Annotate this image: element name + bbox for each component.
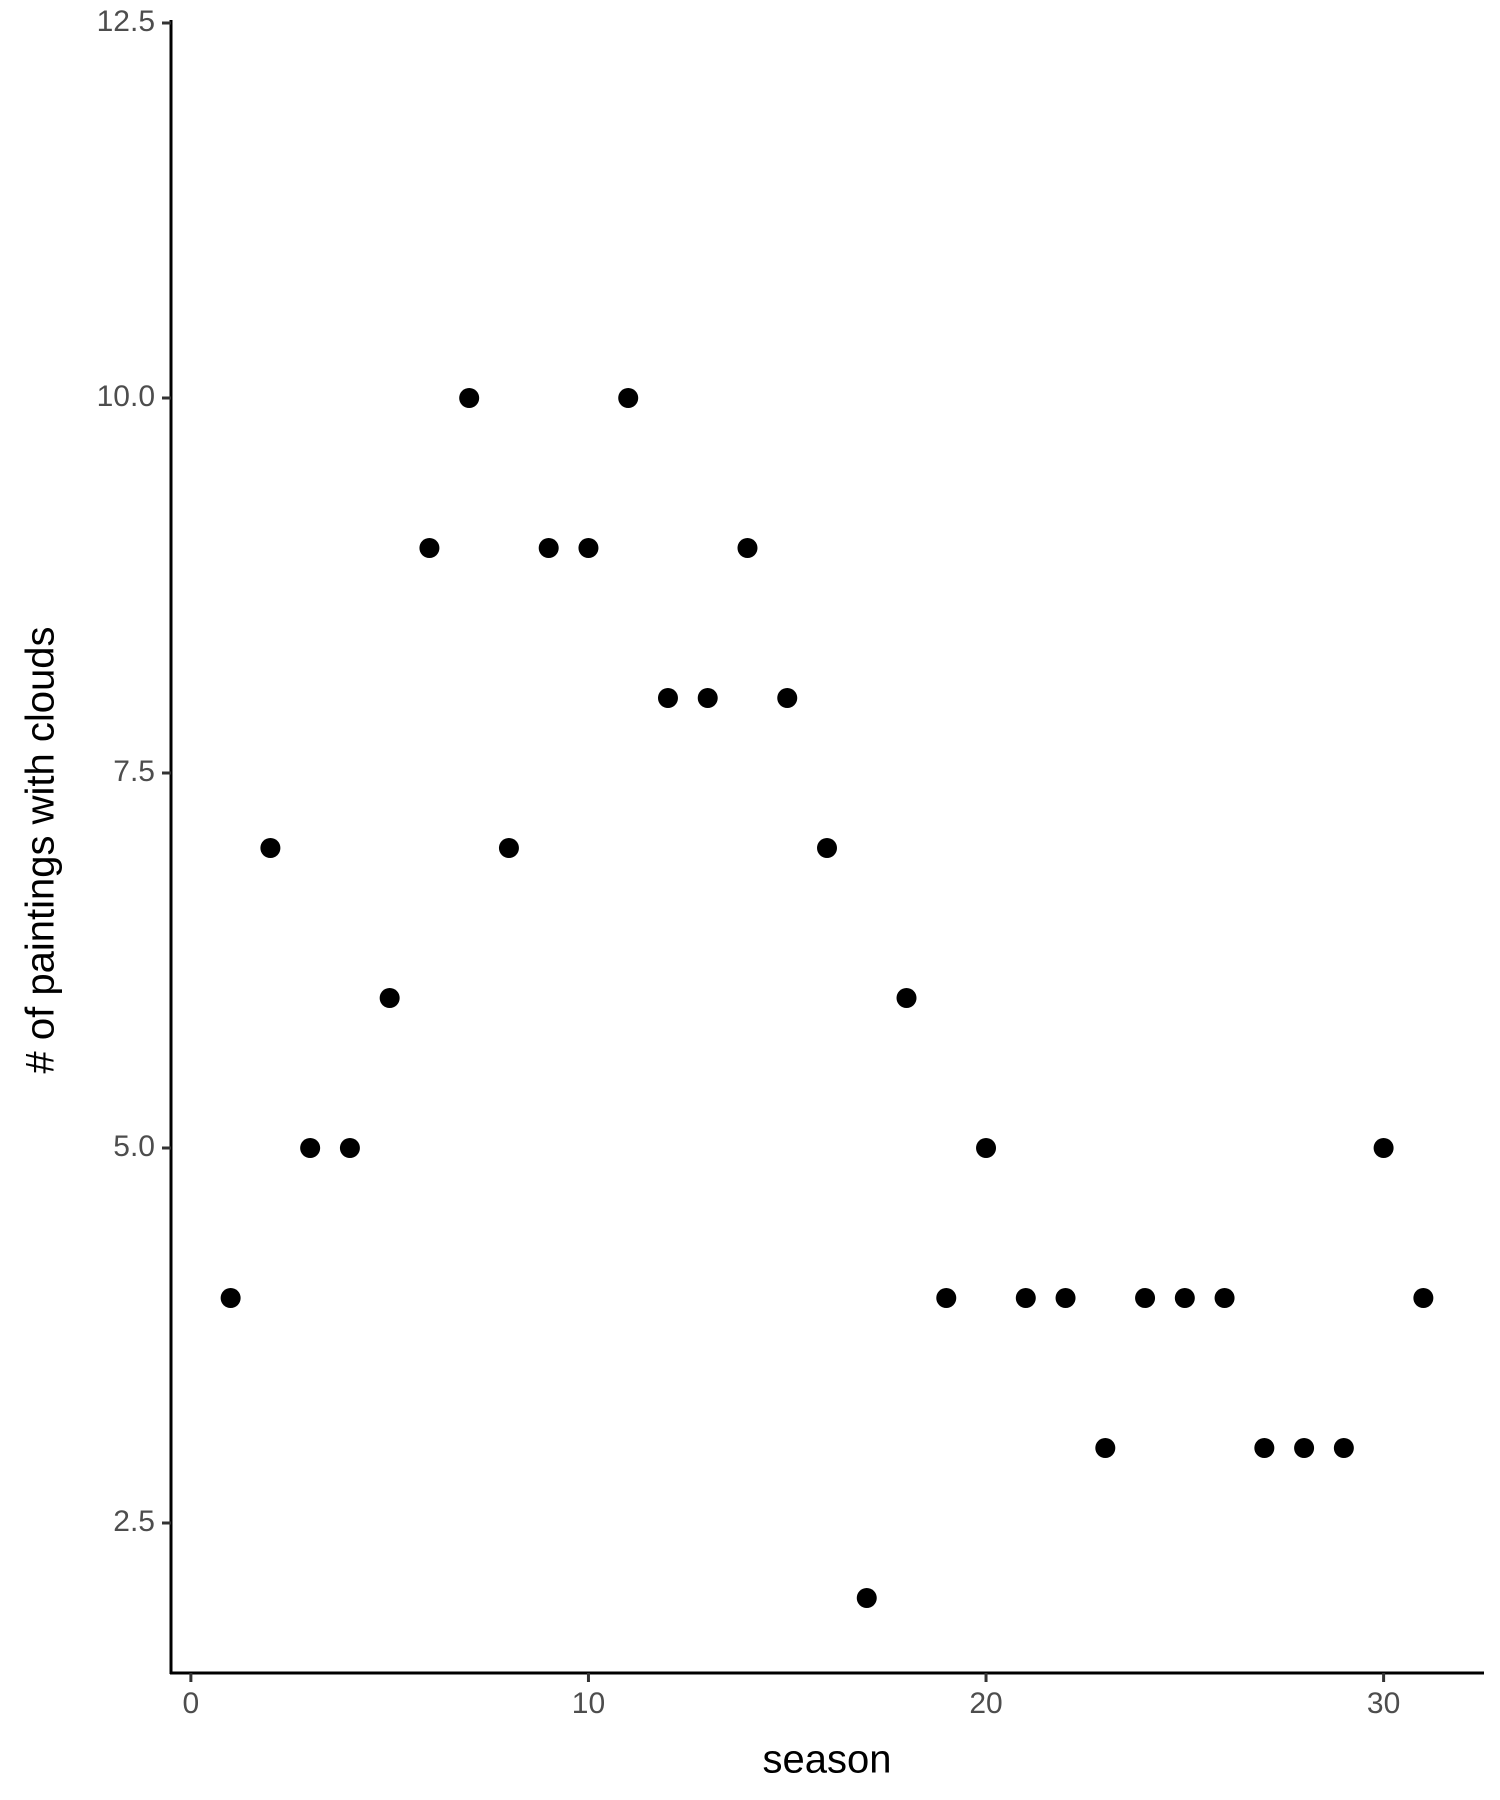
- point: [419, 538, 440, 558]
- x-tick-label: 0: [183, 1687, 200, 1720]
- point: [1095, 1438, 1116, 1458]
- point: [300, 1138, 321, 1158]
- point: [1135, 1288, 1156, 1308]
- x-axis-title: season: [763, 1738, 892, 1782]
- point: [1333, 1438, 1354, 1458]
- point: [856, 1588, 877, 1608]
- point: [1254, 1438, 1275, 1458]
- point: [459, 388, 480, 408]
- point: [1214, 1288, 1235, 1308]
- point: [976, 1138, 997, 1158]
- point: [260, 838, 281, 858]
- point: [817, 838, 837, 858]
- point: [498, 838, 519, 858]
- point: [578, 538, 599, 558]
- point: [896, 988, 917, 1008]
- point: [1015, 1288, 1036, 1308]
- point: [737, 538, 758, 558]
- point: [1055, 1288, 1076, 1308]
- y-tick-label: 12.5: [97, 5, 155, 38]
- point: [220, 1288, 241, 1308]
- x-tick-label: 10: [572, 1687, 605, 1720]
- point: [1174, 1288, 1195, 1308]
- point: [777, 688, 798, 708]
- y-tick-label: 7.5: [113, 755, 155, 788]
- point: [1294, 1438, 1315, 1458]
- x-tick-label: 30: [1367, 1687, 1400, 1720]
- y-tick-label: 5.0: [113, 1130, 155, 1163]
- x-tick-label: 20: [969, 1687, 1002, 1720]
- point: [538, 538, 559, 558]
- y-axis-title: # of paintings with clouds: [19, 627, 63, 1074]
- point: [1413, 1288, 1434, 1308]
- point: [1373, 1138, 1394, 1158]
- point: [657, 688, 678, 708]
- point: [697, 688, 718, 708]
- point: [936, 1288, 957, 1308]
- point: [379, 988, 400, 1008]
- point: [339, 1138, 360, 1158]
- y-tick-label: 2.5: [113, 1505, 155, 1538]
- y-tick-label: 10.0: [97, 380, 155, 413]
- point: [618, 388, 639, 408]
